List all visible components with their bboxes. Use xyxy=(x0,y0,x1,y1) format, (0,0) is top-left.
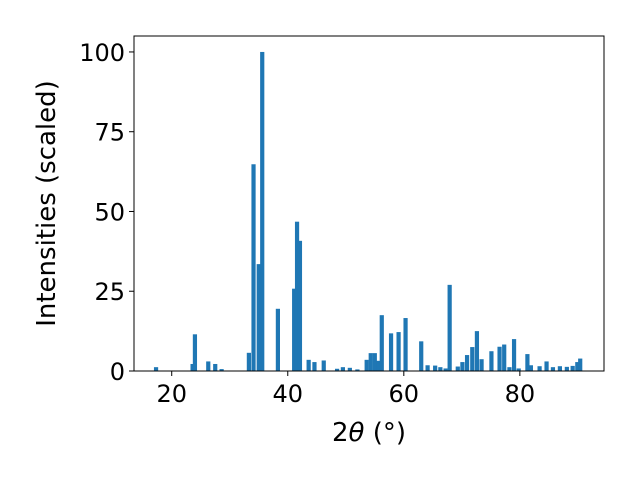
bar xyxy=(213,363,218,371)
bar xyxy=(379,315,384,371)
bar xyxy=(251,164,256,371)
bar xyxy=(578,358,583,371)
bar xyxy=(447,284,452,371)
x-tick-label: 40 xyxy=(272,380,303,408)
bars-group xyxy=(153,51,583,371)
bar xyxy=(297,240,303,371)
y-tick-label: 100 xyxy=(79,39,125,67)
y-tick-label: 0 xyxy=(110,358,125,386)
bar xyxy=(190,363,195,371)
y-tick-label: 50 xyxy=(94,198,125,226)
bar xyxy=(364,359,369,371)
bar xyxy=(470,347,475,371)
x-axis: 20 40 60 80 xyxy=(156,371,535,408)
bar xyxy=(294,221,300,371)
bar xyxy=(340,367,345,371)
plot-frame xyxy=(133,35,605,372)
bar xyxy=(516,368,521,371)
bar xyxy=(206,361,211,371)
x-axis-label: 2θ (°) xyxy=(332,418,406,448)
bar xyxy=(153,367,159,371)
bar xyxy=(334,368,340,371)
bar xyxy=(256,264,261,371)
bar xyxy=(347,367,352,371)
bar xyxy=(260,51,265,371)
bar xyxy=(376,360,381,371)
bar xyxy=(246,352,251,371)
bar xyxy=(474,331,480,371)
bar xyxy=(321,360,326,371)
x-tick-label: 60 xyxy=(389,380,420,408)
bar xyxy=(570,365,575,371)
bar xyxy=(443,368,448,371)
bar xyxy=(219,369,224,371)
bar xyxy=(564,366,569,371)
bar xyxy=(312,362,317,371)
bar xyxy=(292,288,297,371)
bar xyxy=(372,353,377,371)
y-axis: 0 25 50 75 100 xyxy=(79,39,134,386)
y-tick-label: 75 xyxy=(94,119,125,147)
bar xyxy=(507,367,512,371)
bar xyxy=(544,361,549,371)
x-tick-label: 80 xyxy=(505,380,536,408)
bar xyxy=(525,354,530,371)
bar xyxy=(355,369,360,371)
bar xyxy=(192,334,198,371)
bar xyxy=(396,332,401,371)
bar xyxy=(275,308,280,371)
bar xyxy=(537,366,542,371)
bar xyxy=(528,365,533,371)
bar xyxy=(502,344,507,371)
bar xyxy=(438,367,443,371)
y-axis-label: Intensities (scaled) xyxy=(32,80,62,327)
y-tick-label: 25 xyxy=(94,278,125,306)
x-tick-label: 20 xyxy=(156,380,187,408)
bar xyxy=(368,353,373,371)
bar xyxy=(403,318,408,371)
bar xyxy=(497,346,502,371)
bar xyxy=(433,365,438,371)
bar xyxy=(479,359,484,371)
bar xyxy=(557,366,562,371)
bar xyxy=(550,367,556,371)
bar xyxy=(489,351,494,371)
bar xyxy=(306,359,311,371)
bar xyxy=(425,365,430,371)
bar xyxy=(460,362,465,371)
bar xyxy=(419,341,424,371)
bar xyxy=(511,339,517,371)
bar xyxy=(464,355,470,371)
bar xyxy=(455,366,460,371)
bar xyxy=(388,333,394,371)
bar xyxy=(575,362,580,371)
